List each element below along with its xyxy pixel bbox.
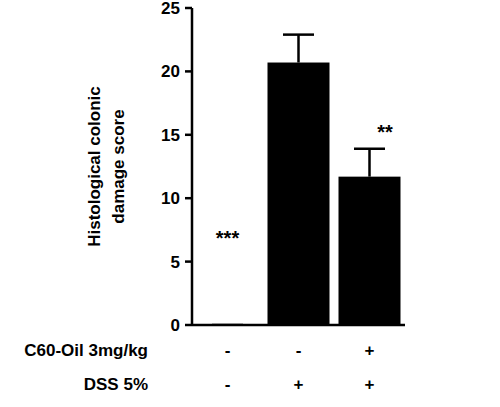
- y-tick: [185, 134, 192, 137]
- y-tick: [185, 197, 192, 200]
- bar: [268, 63, 330, 325]
- y-axis: [191, 8, 194, 325]
- error-stem: [368, 149, 371, 177]
- condition-label: DSS 5%: [84, 375, 148, 394]
- y-tick-label: 5: [171, 253, 180, 272]
- condition-sign: +: [365, 341, 375, 360]
- y-axis-label: Histological colonic: [85, 86, 104, 247]
- chart: 0510152025C60-Oil 3mg/kg--+DSS 5%-++****…: [0, 0, 500, 407]
- error-bar: [354, 149, 385, 177]
- bar: [339, 177, 401, 325]
- y-tick-label: 0: [171, 316, 180, 335]
- y-tick: [185, 324, 192, 327]
- x-axis: [192, 324, 405, 327]
- condition-label: C60-Oil 3mg/kg: [24, 341, 148, 360]
- y-tick-label: 15: [161, 126, 180, 145]
- y-axis-label: damage score: [109, 109, 128, 223]
- error-cap: [283, 33, 314, 36]
- condition-sign: -: [225, 341, 231, 360]
- error-stem: [297, 35, 300, 63]
- condition-sign: +: [294, 375, 304, 394]
- error-bar: [283, 35, 314, 63]
- condition-sign: +: [365, 375, 375, 394]
- y-tick: [185, 70, 192, 73]
- condition-sign: -: [296, 341, 302, 360]
- significance: **: [377, 121, 393, 143]
- y-tick-label: 10: [161, 189, 180, 208]
- error-cap: [354, 147, 385, 150]
- y-tick: [185, 7, 192, 10]
- condition-sign: -: [225, 375, 231, 394]
- y-tick-label: 20: [161, 62, 180, 81]
- y-tick-label: 25: [161, 0, 180, 18]
- y-tick: [185, 260, 192, 263]
- significance: ***: [216, 227, 240, 249]
